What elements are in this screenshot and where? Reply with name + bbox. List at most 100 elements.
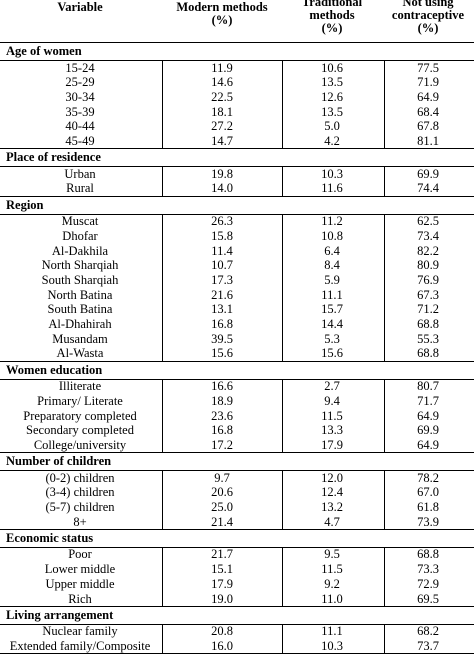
table-cell: 21.7 [211, 547, 233, 562]
column-divider [162, 546, 163, 606]
header-modern-line1: Modern methods [176, 0, 268, 14]
table-cell: 13.2 [321, 500, 343, 514]
table-cell: 76.9 [417, 272, 439, 287]
table-cell: 67.0 [417, 485, 439, 500]
row-label: North Sharqiah [41, 258, 119, 273]
column-divider [162, 166, 163, 196]
row-label: Nuclear family [42, 624, 118, 639]
table-cell: 6.4 [324, 243, 340, 258]
row-label: 45-49 [65, 134, 95, 148]
table-cell: 12.6 [321, 89, 343, 104]
table-cell: 14.0 [211, 181, 233, 196]
section-rule [0, 166, 474, 168]
section-rule [0, 470, 474, 472]
table-cell: 55.3 [417, 331, 439, 346]
table-cell: 67.8 [417, 119, 439, 134]
table-cell: 11.5 [321, 408, 343, 423]
column-divider [384, 546, 385, 606]
table-cell: 73.4 [417, 228, 439, 243]
column-divider [384, 378, 385, 453]
row-label: Muscat [61, 214, 99, 229]
table-cell: 71.9 [417, 75, 439, 90]
table-cell: 9.2 [324, 576, 340, 591]
table-cell: 17.9 [321, 437, 343, 452]
table-cell: 68.8 [417, 547, 439, 562]
column-divider [162, 470, 163, 529]
section-rule [0, 213, 474, 215]
table-cell: 19.0 [211, 591, 233, 606]
table-cell: 11.1 [321, 287, 343, 302]
table-cell: 62.5 [417, 214, 439, 229]
section-title: Economic status [6, 530, 94, 545]
header-traditional-line1: Traditional [301, 0, 363, 9]
table-cell: 68.8 [417, 317, 439, 331]
column-divider [282, 60, 283, 149]
table-cell: 26.3 [211, 214, 233, 229]
header-rule [0, 42, 474, 43]
column-divider [162, 623, 163, 654]
column-divider [282, 166, 283, 196]
table-cell: 68.8 [417, 346, 439, 361]
table-cell: 8.4 [324, 258, 340, 273]
header-not-using-line2: contraceptive [391, 8, 465, 22]
section-rule [0, 623, 474, 625]
section-title: Age of women [6, 44, 82, 58]
table-cell: 73.3 [417, 562, 439, 577]
section-rule [0, 546, 474, 548]
table-cell: 10.6 [321, 60, 343, 75]
row-label: (5-7) children [45, 500, 115, 514]
table-cell: 20.8 [211, 624, 233, 639]
row-label: 8+ [73, 514, 87, 529]
section-rule [0, 378, 474, 380]
header-traditional-methods: Traditional methods (%) [282, 0, 382, 35]
column-divider [282, 546, 283, 606]
table-cell: 11.5 [321, 562, 343, 577]
row-label: Urban [64, 166, 96, 181]
table-cell: 13.1 [211, 302, 233, 317]
header-not-using: Not using contraceptive (%) [384, 0, 472, 35]
section-title: Living arrangement [6, 607, 114, 622]
row-label: 35-39 [65, 104, 95, 119]
table-cell: 5.0 [324, 119, 340, 134]
row-label: North Batina [47, 287, 113, 302]
section-title: Place of residence [6, 150, 101, 165]
column-divider [384, 623, 385, 654]
table-cell: 22.5 [211, 89, 233, 104]
table-cell: 69.9 [417, 423, 439, 438]
table-cell: 77.5 [417, 60, 439, 75]
table-cell: 61.8 [417, 500, 439, 514]
table-cell: 68.4 [417, 104, 439, 119]
table-cell: 15.8 [211, 228, 233, 243]
table-cell: 9.4 [324, 393, 340, 408]
table-cell: 11.6 [321, 181, 343, 196]
column-divider [282, 470, 283, 529]
table-cell: 11.0 [321, 591, 343, 606]
table-cell: 21.4 [211, 514, 233, 529]
header-variable: Variable [57, 0, 103, 14]
column-divider [162, 60, 163, 149]
row-label: Preparatory completed [23, 408, 137, 423]
table-cell: 71.2 [417, 302, 439, 317]
header-modern-line2: (%) [211, 13, 233, 27]
row-label: Musandam [52, 331, 108, 346]
table-cell: 11.2 [321, 214, 343, 229]
table-cell: 72.9 [417, 576, 439, 591]
header-not-using-line1: Not using [402, 0, 454, 9]
row-label: Illiterate [58, 379, 102, 394]
table-cell: 17.3 [211, 272, 233, 287]
table-cell: 16.6 [211, 379, 233, 394]
column-divider [384, 470, 385, 529]
table-cell: 64.9 [417, 437, 439, 452]
section-bottom-rule [0, 452, 474, 454]
table-cell: 64.9 [417, 408, 439, 423]
table-cell: 12.4 [321, 485, 343, 500]
header-traditional-line3: (%) [321, 21, 343, 35]
table-cell: 21.6 [211, 287, 233, 302]
table-cell: 82.2 [417, 243, 439, 258]
header-modern-methods: Modern methods (%) [162, 1, 282, 27]
table-cell: 15.6 [321, 346, 343, 361]
section-title: Number of children [6, 454, 112, 469]
table-cell: 9.5 [324, 547, 340, 562]
table-cell: 17.2 [211, 437, 233, 452]
row-label: Al-Dhahirah [48, 317, 112, 331]
